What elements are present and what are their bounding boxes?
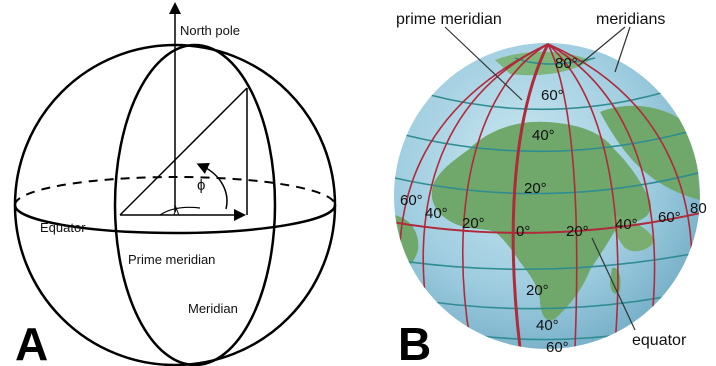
lat-label: 0°	[516, 223, 530, 240]
meridian-label: Meridian	[188, 301, 238, 316]
equator-front	[13, 204, 337, 235]
equator-pointer	[591, 237, 636, 331]
lambda-label: λ	[173, 203, 180, 218]
prime-meridian-pointer	[444, 26, 523, 101]
lon-label: 40°	[425, 205, 448, 222]
panel-b-globe: prime meridian meridians equator 80° 60°…	[394, 11, 707, 366]
globe-meridians-label: meridians	[596, 11, 665, 28]
lon-label: 60°	[658, 209, 681, 226]
lat-label: 60°	[546, 339, 569, 356]
north-pole-label: North pole	[180, 23, 240, 38]
lat-label: 20°	[526, 282, 549, 299]
phi-angle-arc	[196, 163, 228, 210]
meridians-pointer-1	[577, 26, 626, 67]
globe-equator-line	[394, 211, 700, 234]
lambda-arc	[159, 206, 201, 216]
land-asia	[600, 105, 700, 200]
globe-prime-meridian-label: prime meridian	[396, 11, 502, 28]
lat-label: 80°	[555, 55, 578, 72]
land-arabia	[612, 215, 655, 252]
lon-label: 40°	[615, 216, 638, 233]
radius-vector	[119, 87, 248, 216]
meridian-lines	[398, 43, 693, 349]
lat-label: 40°	[532, 127, 555, 144]
meridians-pointer-2	[614, 26, 631, 73]
equator-label: Equator	[40, 220, 86, 235]
lon-label: 60°	[400, 192, 423, 209]
phi-label: ϕ	[197, 177, 205, 194]
lat-label: 40°	[536, 317, 559, 334]
lat-label: 60°	[541, 87, 564, 104]
lon-label: 20°	[462, 215, 485, 232]
panel-b-letter: B	[398, 318, 431, 366]
globe-equator-label: equator	[632, 332, 687, 349]
panel-a-letter: A	[15, 318, 48, 366]
lon-label: 80	[690, 200, 707, 217]
lon-label: 20°	[566, 223, 589, 240]
prime-meridian-ellipse	[113, 43, 277, 366]
prime-meridian-label: Prime meridian	[128, 252, 215, 267]
panel-a-sphere-diagram: North pole ϕ λ Equator Prime meridian Me…	[13, 2, 337, 366]
land-europe-africa	[431, 121, 651, 321]
globe-prime-meridian-line	[511, 43, 550, 349]
lat-label: 20°	[524, 180, 547, 197]
